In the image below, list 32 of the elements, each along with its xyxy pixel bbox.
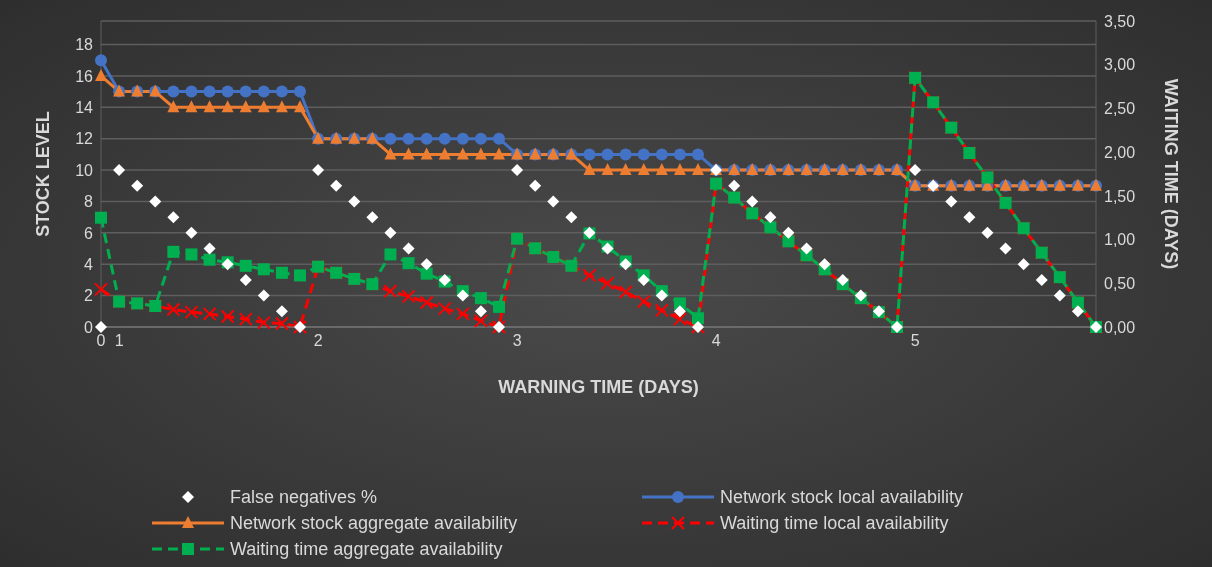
legend-label: Waiting time local availability [720, 512, 949, 534]
y2-tick-label: 1,50 [1104, 187, 1136, 205]
x-tick-label: 0 [96, 332, 106, 350]
y-tick-label: 14 [75, 98, 94, 116]
y2-tick-label: 1,00 [1104, 231, 1136, 249]
y-tick-label: 10 [75, 161, 94, 179]
y-tick-label: 8 [84, 193, 94, 211]
legend-label: Waiting time aggregate availability [230, 538, 503, 560]
x-axis-title: WARNING TIME (DAYS) [498, 377, 699, 397]
x-tick-label: 3 [512, 332, 522, 350]
x-tick-label: 2 [313, 332, 323, 350]
y-tick-label: 2 [84, 287, 94, 305]
legend-label: False negatives % [230, 486, 378, 508]
y-tick-label: 0 [84, 318, 94, 336]
legend-label: Network stock aggregate availability [230, 512, 518, 534]
y-axis-title: STOCK LEVEL [33, 111, 54, 237]
y-tick-label: 16 [75, 67, 94, 85]
x-tick-label: 5 [910, 332, 920, 350]
y2-tick-label: 2,00 [1104, 143, 1136, 161]
x-tick-label: 4 [711, 332, 721, 350]
y2-tick-label: 3,00 [1104, 56, 1136, 74]
y2-axis-title: WAITING TIME (DAYS) [1160, 78, 1181, 270]
y2-tick-label: 0,00 [1104, 318, 1136, 336]
y2-tick-label: 3,50 [1104, 12, 1136, 30]
y-tick-label: 12 [75, 130, 94, 148]
y2-tick-label: 2,50 [1104, 100, 1136, 118]
y2-tick-label: 0,50 [1104, 274, 1136, 292]
y-tick-label: 6 [84, 224, 94, 242]
y-tick-label: 4 [84, 255, 94, 273]
y-tick-label: 18 [75, 36, 94, 54]
legend-label: Network stock local availability [720, 486, 964, 508]
x-tick-label: 1 [114, 332, 124, 350]
